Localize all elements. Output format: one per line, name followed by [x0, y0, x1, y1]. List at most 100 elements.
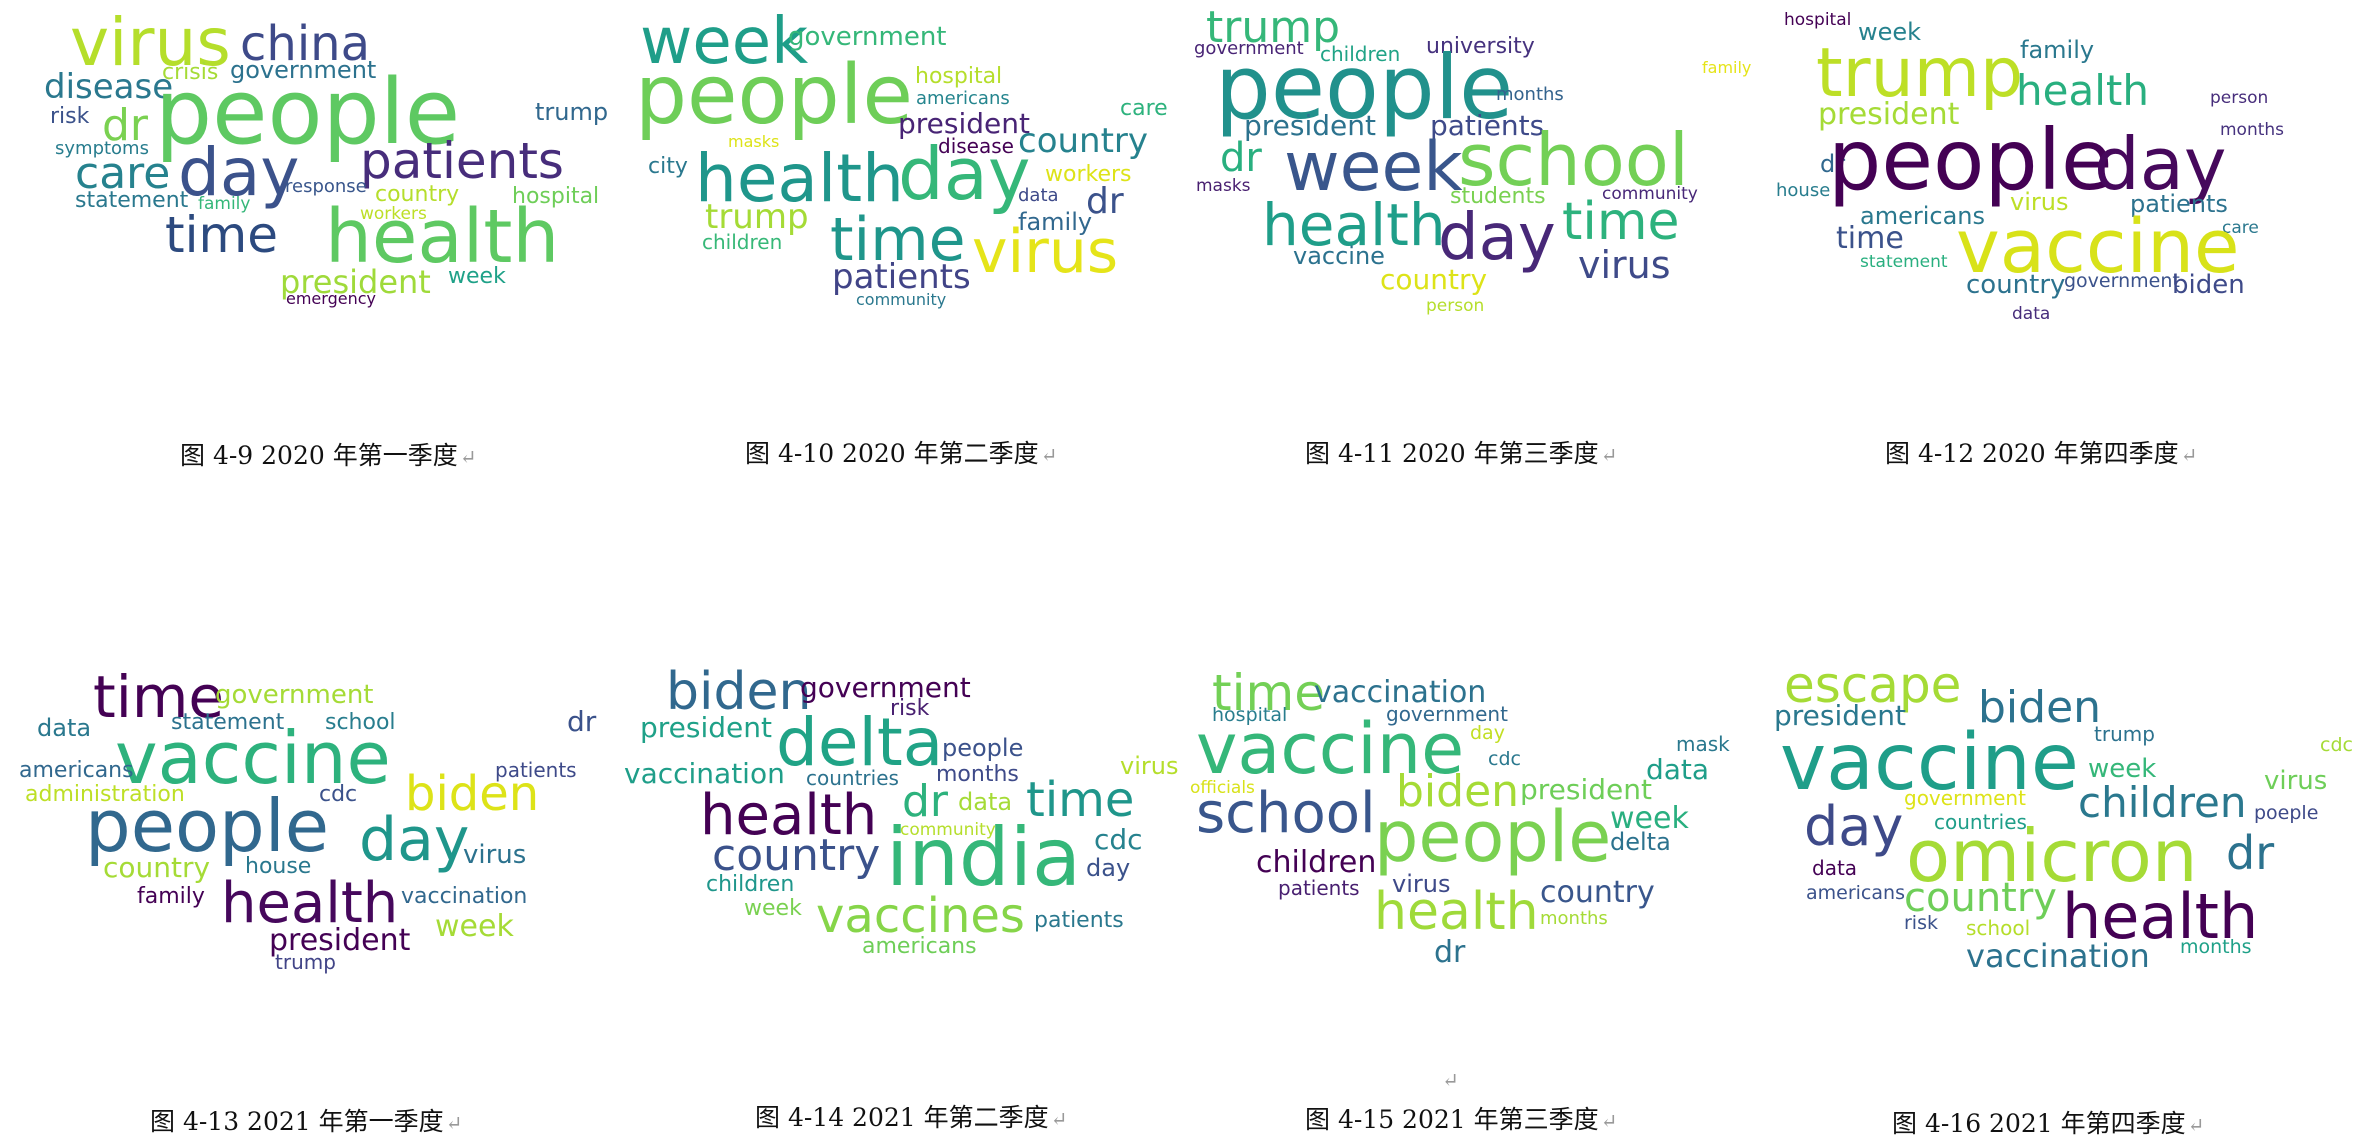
cloud-word: trump	[705, 197, 809, 237]
cloud-word: vaccine	[1956, 204, 2240, 290]
caption-text: 图 4-13 2021 年第一季度	[150, 1107, 444, 1136]
cloud-word: cdc	[319, 782, 358, 807]
cloud-word: health	[2016, 66, 2149, 115]
cloud-word: data	[37, 714, 92, 742]
cloud-word: risk	[890, 696, 930, 721]
cloud-word: trump	[535, 98, 609, 126]
cloud-word: vaccination	[1314, 675, 1487, 710]
cloud-word: india	[886, 811, 1081, 904]
figure-caption: 图 4-11 2020 年第三季度 ↵	[1305, 434, 1617, 470]
return-mark-icon: ↵	[2187, 1113, 2205, 1137]
cloud-word: time	[93, 663, 225, 731]
word-cloud-2021-q3: time vaccination hospital government day…	[1190, 650, 1750, 980]
caption-text: 图 4-15 2021 年第三季度	[1305, 1105, 1599, 1134]
cloud-word: data	[1018, 185, 1059, 206]
cloud-word: government	[215, 680, 374, 710]
cloud-word: week	[1284, 128, 1463, 207]
cloud-word: time	[165, 206, 278, 264]
cloud-word: patients	[495, 758, 577, 782]
word-cloud-2020-q1: virus china disease crisis government pe…	[30, 0, 608, 330]
cloud-word: students	[1450, 184, 1546, 209]
cloud-word: emergency	[286, 289, 376, 308]
figure-caption: 图 4-10 2020 年第二季度 ↵	[745, 434, 1057, 470]
cloud-word: people	[1828, 111, 2113, 209]
cloud-word: president	[280, 263, 431, 301]
cloud-word: vaccine	[1780, 718, 2079, 808]
caption-text: 图 4-14 2021 年第二季度	[755, 1103, 1049, 1132]
cloud-word: dr	[102, 100, 149, 151]
cloud-word: time	[1836, 221, 1904, 256]
cloud-word: dr	[2226, 826, 2275, 880]
cloud-word: officials	[1190, 778, 1255, 798]
cloud-word: country	[375, 182, 460, 207]
cloud-word: health	[695, 140, 904, 217]
cloud-word: day	[359, 805, 470, 875]
cloud-word: government	[2064, 270, 2180, 292]
caption-text: 图 4-12 2020 年第四季度	[1885, 439, 2179, 468]
cloud-word: health	[1374, 882, 1539, 942]
cloud-word: school	[1196, 781, 1376, 846]
cloud-word: week	[640, 5, 809, 79]
cloud-word: mask	[1676, 732, 1730, 756]
cloud-word: person	[2210, 88, 2269, 108]
cloud-word: vaccination	[1966, 937, 2150, 975]
cloud-word: workers	[1045, 162, 1132, 187]
cloud-word: school	[1966, 916, 2031, 940]
cloud-word: vaccine	[1196, 708, 1465, 790]
cloud-word: disease	[938, 134, 1014, 158]
cloud-word: health	[221, 871, 399, 936]
word-cloud-2021-q4: escape president biden trump cdc vaccine…	[1760, 650, 2353, 980]
word-cloud-2020-q4: hospital week trump family health person…	[1760, 0, 2320, 330]
cloud-word: biden	[1396, 766, 1520, 817]
cloud-word: virus	[1392, 870, 1451, 898]
cloud-word: americans	[916, 88, 1010, 109]
cloud-word: care	[75, 148, 171, 199]
cloud-word: health	[325, 194, 560, 280]
cloud-word: delta	[776, 704, 944, 781]
cloud-word: risk	[1904, 912, 1938, 934]
cloud-word: cdc	[1094, 823, 1143, 856]
cloud-word: vaccine	[115, 716, 391, 800]
cloud-word: patients	[1034, 908, 1124, 933]
return-mark-icon: ↵	[1040, 443, 1058, 467]
cloud-word: family	[137, 884, 205, 909]
cloud-word: months	[2220, 120, 2285, 140]
cloud-word: risk	[50, 104, 90, 129]
cloud-word: community	[900, 820, 996, 840]
cloud-word: vaccines	[816, 888, 1025, 944]
cloud-word: week	[744, 896, 802, 921]
return-mark-icon: ↵	[1600, 443, 1618, 467]
cloud-word: trump	[1206, 2, 1341, 53]
return-mark-icon: ↵	[2180, 443, 2198, 467]
cloud-word: week	[448, 264, 506, 289]
cloud-word: family	[198, 194, 251, 214]
cloud-word: health	[700, 783, 878, 848]
figure-caption: 图 4-12 2020 年第四季度 ↵	[1885, 434, 2197, 470]
cloud-word: family	[1702, 58, 1752, 77]
cloud-word: country	[1966, 270, 2066, 300]
cloud-word: patients	[832, 257, 971, 297]
cloud-word: day	[1804, 795, 1904, 858]
cloud-word: health	[2062, 880, 2259, 953]
cloud-word: person	[1426, 296, 1485, 316]
cloud-word: trump	[275, 950, 336, 974]
cloud-word: government	[1904, 786, 2026, 810]
cloud-word: children	[706, 872, 795, 897]
cloud-word: people	[155, 60, 461, 165]
cloud-word: months	[2180, 936, 2252, 958]
cloud-word: president	[1520, 773, 1652, 806]
cloud-word: virus	[972, 217, 1119, 287]
cloud-word: data	[1812, 856, 1858, 880]
cloud-word: americans	[19, 758, 134, 783]
cloud-word: cdc	[2320, 734, 2353, 756]
cloud-word: biden	[2172, 270, 2245, 300]
cloud-word: government	[1386, 702, 1508, 726]
cloud-word: time	[830, 205, 966, 275]
cloud-word: hospital	[1784, 10, 1852, 30]
cloud-word: week	[1858, 18, 1922, 46]
cloud-word: week	[435, 909, 514, 944]
cloud-word: poeple	[2254, 802, 2319, 824]
cloud-word: city	[648, 154, 688, 179]
cloud-word: time	[1562, 192, 1680, 252]
cloud-word: patients	[360, 132, 564, 190]
